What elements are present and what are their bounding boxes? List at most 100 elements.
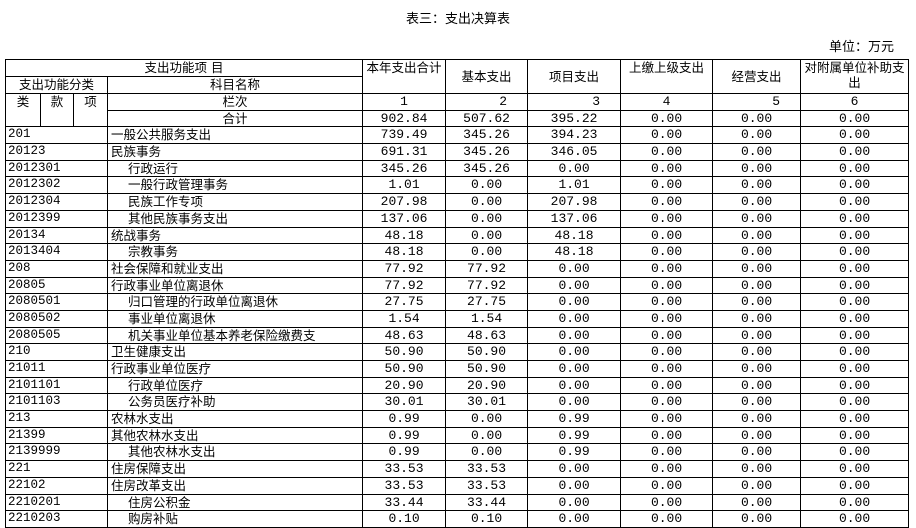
row-value: 48.63 — [362, 326, 447, 345]
row-name: 其他农林水支出 — [106, 426, 364, 445]
row-code: 208 — [5, 259, 108, 278]
row-value: 50.90 — [362, 360, 447, 378]
row-value: 0.00 — [800, 226, 910, 245]
row-name: 住房保障支出 — [106, 460, 364, 478]
row-code: 213 — [5, 410, 108, 428]
header-col-1: 本年支出合计 — [362, 59, 447, 94]
header-col-4: 上缴上级支出 — [620, 59, 714, 94]
header-col-3: 项目支出 — [527, 59, 622, 94]
row-value: 0.00 — [800, 193, 910, 211]
table-row: 21399 其他农林水支出 0.99 0.00 0.99 0.00 0.00 0.00 — [5, 426, 910, 445]
row-value: 1.01 — [527, 176, 622, 195]
row-value: 0.00 — [712, 376, 802, 395]
table-row: 2012304 民族工作专项 207.98 0.00 207.98 0.00 0.00 0.0… — [5, 193, 910, 211]
row-value: 0.00 — [445, 193, 529, 211]
row-value: 33.53 — [445, 476, 529, 495]
row-value: 48.18 — [527, 226, 622, 245]
row-code: 20805 — [5, 276, 108, 295]
table-row: 213 农林水支出 0.99 0.00 0.99 0.00 0.00 0.00 — [5, 410, 910, 428]
row-value: 0.00 — [527, 259, 622, 278]
row-code: 2101103 — [5, 393, 108, 412]
row-value: 0.00 — [620, 393, 714, 412]
row-value: 739.49 — [362, 126, 447, 145]
row-name: 民族工作专项 — [106, 193, 364, 211]
row-value: 0.00 — [620, 410, 714, 428]
header-func-item: 支出功能项 目 — [4, 59, 364, 77]
table-row: 2012302 一般行政管理事务 1.01 0.00 1.01 0.00 0.00 0.00 — [5, 176, 910, 195]
row-value: 0.00 — [620, 126, 714, 145]
row-value: 27.75 — [445, 293, 529, 311]
row-code: 21011 — [5, 360, 108, 378]
table-row: 21011 行政事业单位医疗 50.90 50.90 0.00 0.00 0.00 0.00 — [5, 360, 910, 378]
table-row: 22102 住房改革支出 33.53 33.53 0.00 0.00 0.00 0.00 — [5, 476, 910, 495]
row-code: 21399 — [5, 426, 108, 445]
total-value: 902.84 — [362, 109, 447, 128]
row-value: 0.00 — [800, 143, 910, 161]
row-value: 0.00 — [712, 460, 802, 478]
row-name: 行政单位医疗 — [106, 376, 364, 395]
row-value: 0.00 — [527, 309, 622, 328]
row-value: 0.00 — [445, 176, 529, 195]
row-value: 0.00 — [712, 493, 802, 512]
header-lei: 类 — [5, 92, 41, 128]
total-value: 507.62 — [445, 109, 529, 128]
table-row: 2012301 行政运行 345.26 345.26 0.00 0.00 0.00 0.00 — [5, 159, 910, 178]
table-row: 2013404 宗教事务 48.18 0.00 48.18 0.00 0.00 0.00 — [5, 243, 910, 261]
header-func-class: 支出功能分类 — [5, 76, 108, 94]
row-code: 2012304 — [5, 193, 108, 211]
row-name: 其他民族事务支出 — [106, 209, 364, 228]
row-value: 0.00 — [527, 393, 622, 412]
row-value: 345.26 — [445, 126, 529, 145]
row-value: 0.00 — [620, 293, 714, 311]
row-value: 0.00 — [712, 343, 802, 361]
row-value: 0.99 — [527, 443, 622, 462]
row-name: 行政运行 — [106, 159, 364, 178]
header-lanci: 栏次 — [106, 93, 364, 111]
row-name: 住房改革支出 — [106, 476, 364, 495]
row-code: 20123 — [5, 143, 108, 161]
row-value: 0.00 — [712, 326, 802, 345]
row-value: 0.00 — [712, 126, 802, 145]
row-value: 207.98 — [362, 193, 447, 211]
row-code: 201 — [5, 126, 108, 145]
row-name: 归口管理的行政单位离退休 — [106, 293, 364, 311]
row-name: 公务员医疗补助 — [106, 393, 364, 412]
row-value: 0.00 — [712, 426, 802, 445]
row-value: 0.00 — [620, 510, 714, 528]
table-row: 201 一般公共服务支出 739.49 345.26 394.23 0.00 0.00 0.0… — [5, 126, 910, 145]
row-value: 0.00 — [800, 126, 910, 145]
total-value: 0.00 — [620, 109, 714, 128]
row-value: 0.00 — [712, 193, 802, 211]
table-row: 221 住房保障支出 33.53 33.53 0.00 0.00 0.00 0.00 — [5, 460, 910, 478]
row-name: 一般行政管理事务 — [106, 176, 364, 195]
row-value: 0.00 — [620, 460, 714, 478]
row-value: 0.00 — [527, 376, 622, 395]
row-name: 农林水支出 — [106, 410, 364, 428]
table-row: 208 社会保障和就业支出 77.92 77.92 0.00 0.00 0.00 0.00 — [5, 259, 910, 278]
row-value: 0.00 — [800, 293, 910, 311]
row-value: 0.00 — [800, 209, 910, 228]
row-value: 0.00 — [620, 226, 714, 245]
row-name: 民族事务 — [106, 143, 364, 161]
row-code: 2210201 — [5, 493, 108, 512]
unit-label: 单位：万元 — [828, 40, 894, 55]
row-value: 0.00 — [445, 209, 529, 228]
row-value: 33.44 — [362, 493, 447, 512]
row-value: 0.00 — [527, 510, 622, 528]
row-value: 0.00 — [712, 510, 802, 528]
row-value: 0.00 — [445, 410, 529, 428]
row-value: 20.90 — [362, 376, 447, 395]
table-row: 2080502 事业单位离退休 1.54 1.54 0.00 0.00 0.00 0.00 — [5, 309, 910, 328]
row-value: 0.00 — [527, 159, 622, 178]
row-value: 0.00 — [712, 259, 802, 278]
table-row: 2012399 其他民族事务支出 137.06 0.00 137.06 0.00 0.00 0… — [5, 209, 910, 228]
row-value: 0.00 — [712, 443, 802, 462]
row-value: 691.31 — [362, 143, 447, 161]
row-value: 1.54 — [362, 309, 447, 328]
row-value: 0.00 — [620, 443, 714, 462]
table-row: 2080501 归口管理的行政单位离退休 27.75 27.75 0.00 0.00 0.0… — [5, 293, 910, 311]
row-value: 0.00 — [527, 326, 622, 345]
row-value: 394.23 — [527, 126, 622, 145]
row-value: 0.00 — [800, 393, 910, 412]
row-value: 0.00 — [620, 276, 714, 295]
